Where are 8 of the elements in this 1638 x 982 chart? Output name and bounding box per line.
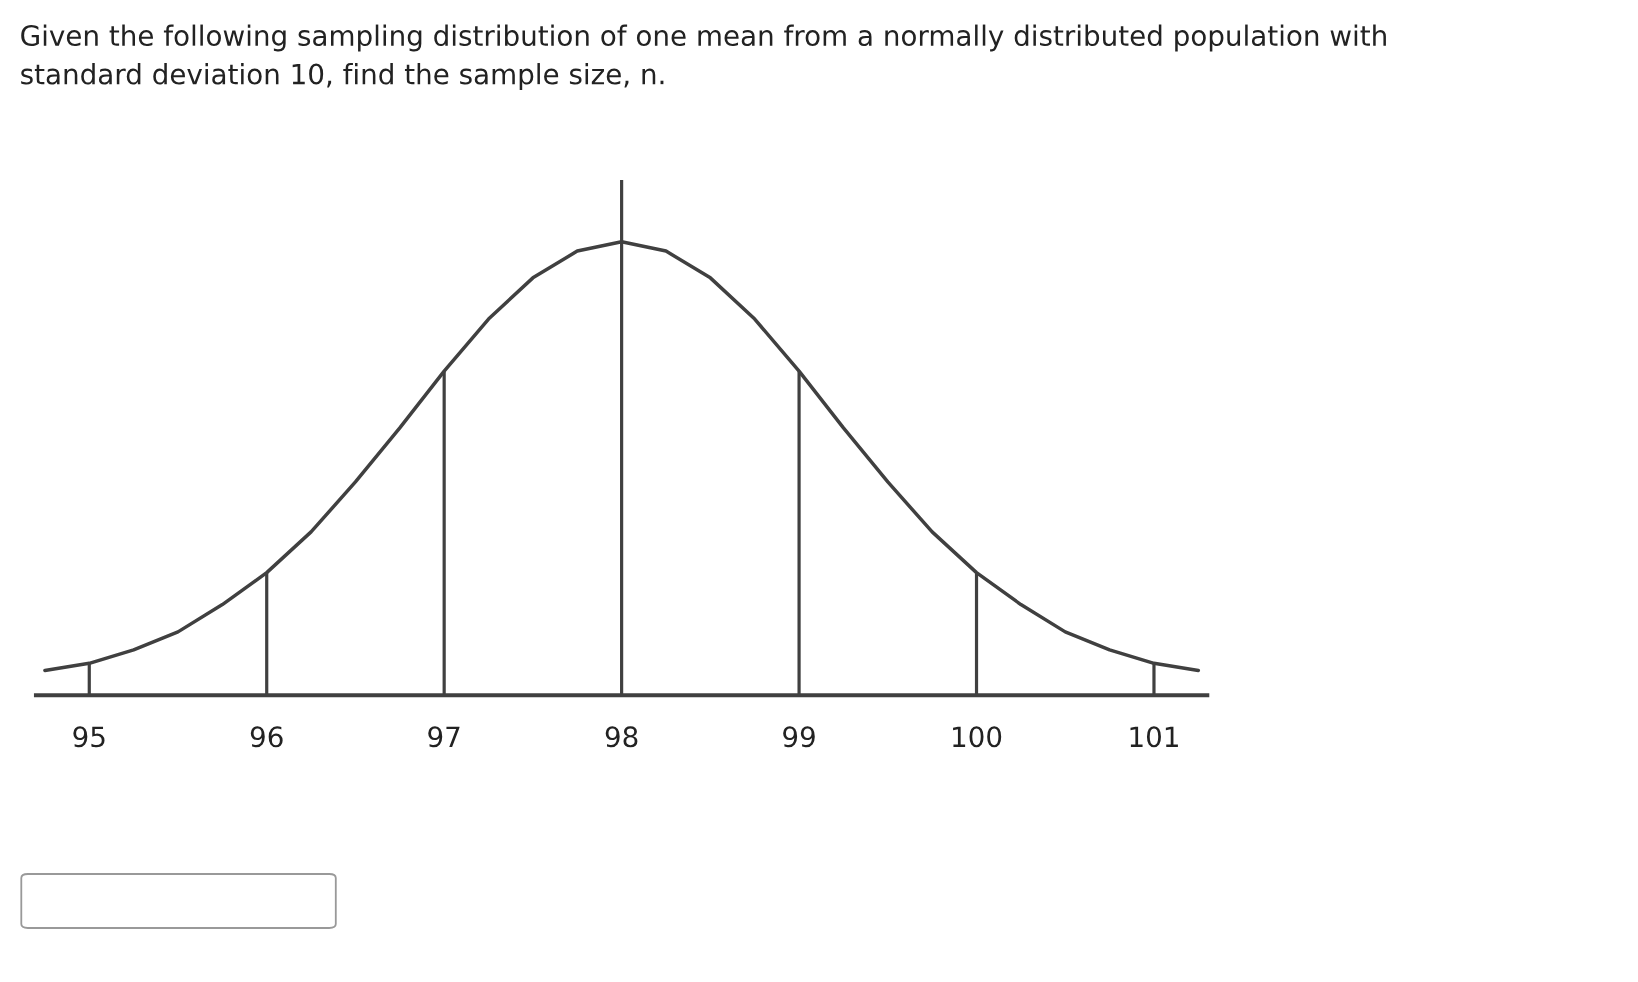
x-tick-label: 101 xyxy=(1130,726,1178,748)
x-tick-label: 95 xyxy=(73,726,105,748)
x-tick-label: 98 xyxy=(605,726,638,748)
x-tick-label: 99 xyxy=(783,726,815,748)
x-tick-label: 97 xyxy=(428,726,460,748)
x-tick-label: 100 xyxy=(953,726,1002,748)
chart-title: Given the following sampling distribution of one mean from a normally distributed population with standard deviation 10, find the sample size, n. xyxy=(21,24,1386,90)
x-tick-label: 96 xyxy=(250,726,283,748)
